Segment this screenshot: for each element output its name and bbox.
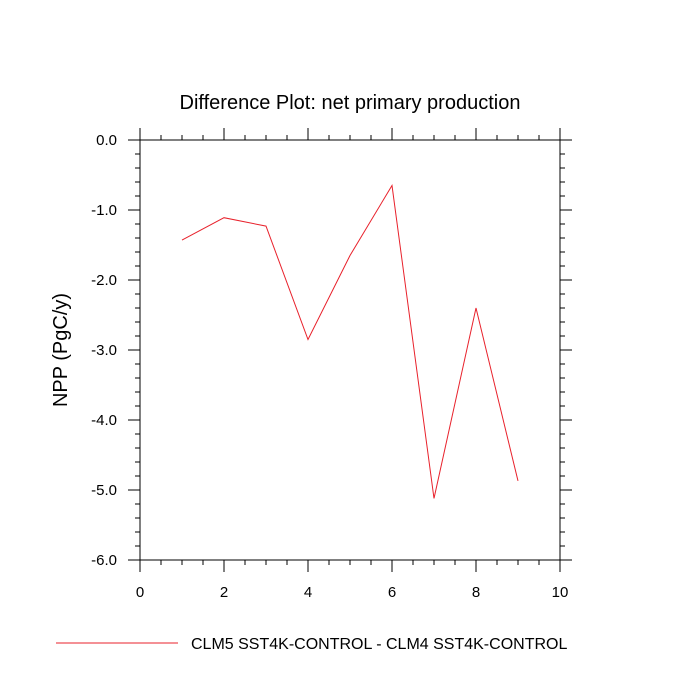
series-layer [181, 184, 519, 499]
y-axis-label: NPP (PgC/y) [50, 293, 72, 407]
y-tick-label: -5.0 [91, 482, 117, 499]
y-tick-label: -3.0 [91, 342, 117, 359]
y-axis: 0.0 -1.0 -2.0 -3.0 -4.0 -5.0 -6.0 [91, 132, 572, 569]
x-tick-label: 6 [388, 584, 396, 601]
y-tick-label: -1.0 [91, 202, 117, 219]
y-tick-label: -4.0 [91, 412, 117, 429]
x-tick-label: 10 [552, 584, 569, 601]
chart-title: Difference Plot: net primary production [180, 92, 521, 114]
x-tick-label: 8 [472, 584, 480, 601]
legend: CLM5 SST4K-CONTROL - CLM4 SST4K-CONTROL [56, 636, 567, 653]
x-axis: 0 2 4 6 8 10 [136, 128, 569, 601]
series-line [181, 184, 519, 499]
plot-frame [139, 139, 561, 561]
y-tick-label: 0.0 [96, 132, 117, 149]
y-tick-label: -6.0 [91, 552, 117, 569]
x-tick-label: 0 [136, 584, 144, 601]
legend-label: CLM5 SST4K-CONTROL - CLM4 SST4K-CONTROL [191, 636, 567, 653]
x-tick-label: 2 [220, 584, 228, 601]
y-tick-label: -2.0 [91, 272, 117, 289]
x-tick-label: 4 [304, 584, 312, 601]
